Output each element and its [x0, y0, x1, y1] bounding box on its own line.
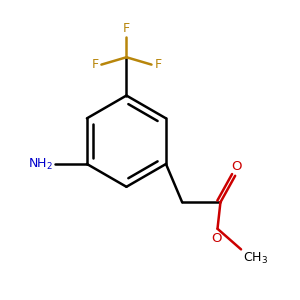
Text: F: F: [91, 58, 98, 71]
Text: CH$_3$: CH$_3$: [242, 251, 268, 266]
Text: F: F: [123, 22, 130, 35]
Text: O: O: [231, 160, 242, 173]
Text: NH$_2$: NH$_2$: [28, 156, 53, 172]
Text: F: F: [154, 58, 161, 71]
Text: O: O: [211, 232, 221, 245]
